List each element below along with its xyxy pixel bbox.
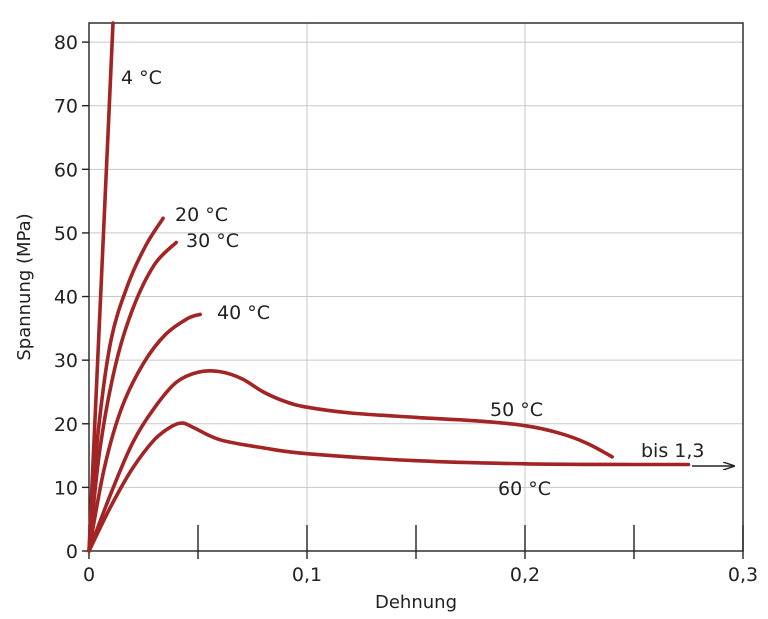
curve-labels: 4 °C 20 °C 30 °C 40 °C 50 °C 60 °C bis 1,3: [121, 67, 705, 500]
curve-0: [87, 21, 115, 553]
x-axis-title: Dehnung: [375, 592, 457, 613]
curve-label-3: 40 °C: [217, 302, 270, 324]
curves: [87, 21, 691, 553]
y-tick-label: 10: [54, 477, 78, 499]
y-tick-label: 70: [54, 96, 78, 118]
x-tick-label: 0: [83, 564, 95, 586]
curve-label-1: 20 °C: [175, 204, 228, 226]
curve-label-0: 4 °C: [121, 67, 162, 89]
curve-label-6: bis 1,3: [641, 440, 705, 462]
x-tick-label: 0,2: [510, 564, 540, 586]
curve-2: [87, 240, 178, 553]
x-tick-label: 0,1: [292, 564, 322, 586]
y-tick-label: 40: [54, 287, 78, 309]
grid: [89, 23, 743, 551]
curve-5: [87, 421, 691, 553]
y-tick-label: 30: [54, 350, 78, 372]
curve-3: [87, 312, 202, 553]
axis-ticks: 0 10 20 30 40 50 60 70 80 0 0,1 0,2 0,3: [54, 32, 758, 586]
curve-label-2: 30 °C: [186, 230, 239, 252]
y-tick-label: 0: [66, 541, 78, 563]
plot-frame: [88, 22, 744, 552]
y-tick-label: 20: [54, 414, 78, 436]
curve-1: [87, 216, 165, 553]
curve-label-4: 50 °C: [490, 399, 543, 421]
x-tick-label: 0,3: [728, 564, 758, 586]
curve-label-5: 60 °C: [498, 478, 551, 500]
y-tick-label: 50: [54, 223, 78, 245]
y-tick-label: 80: [54, 32, 78, 54]
y-axis-title: Spannung (MPa): [14, 213, 35, 360]
y-tick-label: 60: [54, 159, 78, 181]
curve-4: [87, 369, 614, 553]
